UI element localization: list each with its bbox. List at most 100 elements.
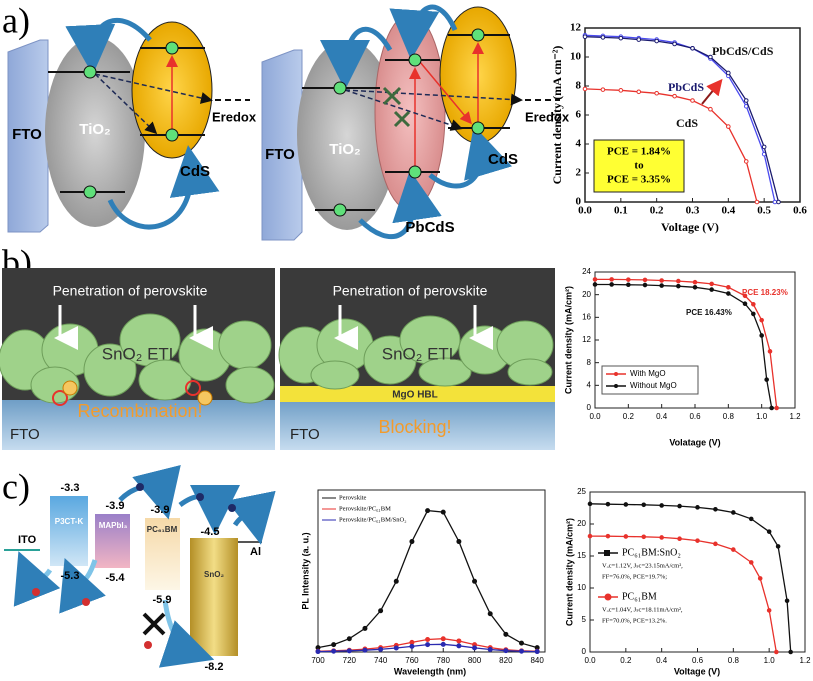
- decoration: [471, 28, 485, 42]
- point: [642, 277, 648, 283]
- point: [731, 547, 736, 552]
- point: [692, 285, 698, 290]
- legend-note: FF=70.0%, PCE=13.2%.: [602, 617, 667, 624]
- label: Al: [250, 546, 261, 558]
- x-tick-label: 800: [468, 656, 482, 665]
- level: -5.3: [61, 570, 80, 582]
- decoration: [428, 125, 512, 189]
- label: TiO₂: [329, 141, 360, 158]
- legend-box: [601, 365, 699, 395]
- x-tick-label: 0.0: [589, 412, 601, 421]
- point: [636, 89, 642, 95]
- point: [742, 301, 748, 307]
- decoration: [82, 598, 90, 606]
- annotation: PbCdS/CdS: [712, 44, 774, 58]
- diagram-a1: FTO TiO₂ CdS Eredox: [7, 17, 257, 233]
- point: [534, 649, 540, 655]
- point: [456, 638, 462, 644]
- y-axis-label: Current density (mA/cm²): [564, 518, 574, 626]
- point: [587, 533, 593, 539]
- point: [731, 510, 736, 515]
- point: [378, 646, 384, 652]
- label: Blocking!: [378, 417, 451, 437]
- y-axis-label: PL Intensity (a. u.): [300, 532, 310, 609]
- point: [623, 534, 629, 539]
- point: [759, 333, 764, 338]
- x-axis-label: Voltage (V): [661, 220, 719, 234]
- point: [362, 647, 368, 653]
- x-axis-label: Wavelength (nm): [394, 666, 466, 676]
- level: -3.9: [151, 504, 170, 516]
- point: [472, 645, 478, 651]
- point: [713, 541, 718, 547]
- layer-name: P3CT-K: [55, 517, 84, 526]
- diagram-c: ITO Al -3.3 P3CT-K -5.3 -3.9 MAPbI₃ -5.4…: [4, 464, 276, 673]
- chart: 0.0 0.2 0.4 0.6 0.8 1.0 1.2 0 5 10 15 20 25 Voltage (…: [564, 487, 811, 676]
- point: [487, 611, 493, 617]
- point: [425, 642, 431, 648]
- decoration: [145, 518, 180, 590]
- decoration: [45, 37, 145, 227]
- decoration: [344, 89, 463, 131]
- y-tick-label: 4: [576, 138, 582, 150]
- point: [487, 646, 493, 652]
- x-tick-label: 0.8: [728, 656, 740, 665]
- point: [641, 534, 647, 540]
- point: [754, 199, 760, 205]
- y-tick-label: 10: [577, 583, 586, 592]
- decoration: [107, 145, 220, 230]
- decoration: [333, 81, 347, 95]
- y-tick-label: 25: [577, 487, 586, 496]
- x-tick-label: 0.6: [793, 205, 807, 217]
- label: FTO: [265, 146, 295, 163]
- x-tick-label: 820: [499, 656, 513, 665]
- legend-label: PC₆₁BM:SnO₂: [622, 547, 681, 558]
- level: -3.9: [106, 500, 125, 512]
- decoration: [228, 504, 236, 512]
- series-line: [595, 283, 773, 409]
- point: [331, 642, 337, 648]
- point: [519, 648, 525, 654]
- y-tick-label: 12: [582, 335, 591, 344]
- label: TiO₂: [79, 121, 110, 138]
- x-tick-label: 1.0: [764, 656, 776, 665]
- y-tick-label: 20: [577, 519, 586, 528]
- point: [425, 636, 431, 642]
- text-box-line: PCE = 3.35%: [607, 174, 671, 186]
- point: [609, 282, 614, 287]
- decoration: [333, 203, 347, 217]
- point: [503, 648, 509, 654]
- point: [626, 277, 631, 282]
- x-tick-label: 700: [311, 656, 325, 665]
- point: [695, 505, 700, 510]
- panel-label: c): [2, 466, 30, 506]
- decoration: [218, 320, 272, 370]
- plot-frame: [317, 489, 546, 653]
- point: [623, 502, 629, 507]
- point: [748, 560, 754, 565]
- point: [605, 501, 611, 507]
- decoration: [225, 366, 275, 404]
- x-tick-label: 0.2: [623, 412, 635, 421]
- point: [659, 503, 664, 508]
- point: [456, 539, 462, 545]
- decoration: [196, 493, 204, 501]
- point: [788, 649, 793, 655]
- point: [659, 535, 664, 540]
- point: [626, 282, 631, 288]
- point: [440, 509, 446, 515]
- decoration: [7, 39, 49, 233]
- point: [582, 34, 588, 40]
- point: [766, 529, 772, 534]
- y-tick-label: 4: [587, 380, 592, 389]
- y-tick-label: 0: [576, 196, 582, 208]
- panel-labels: a) b) c): [2, 0, 32, 506]
- y-tick-label: 24: [582, 267, 591, 276]
- series-line: [589, 503, 792, 653]
- point: [618, 88, 624, 93]
- point: [774, 649, 779, 655]
- label: Recombination!: [77, 401, 202, 421]
- point: [600, 35, 606, 40]
